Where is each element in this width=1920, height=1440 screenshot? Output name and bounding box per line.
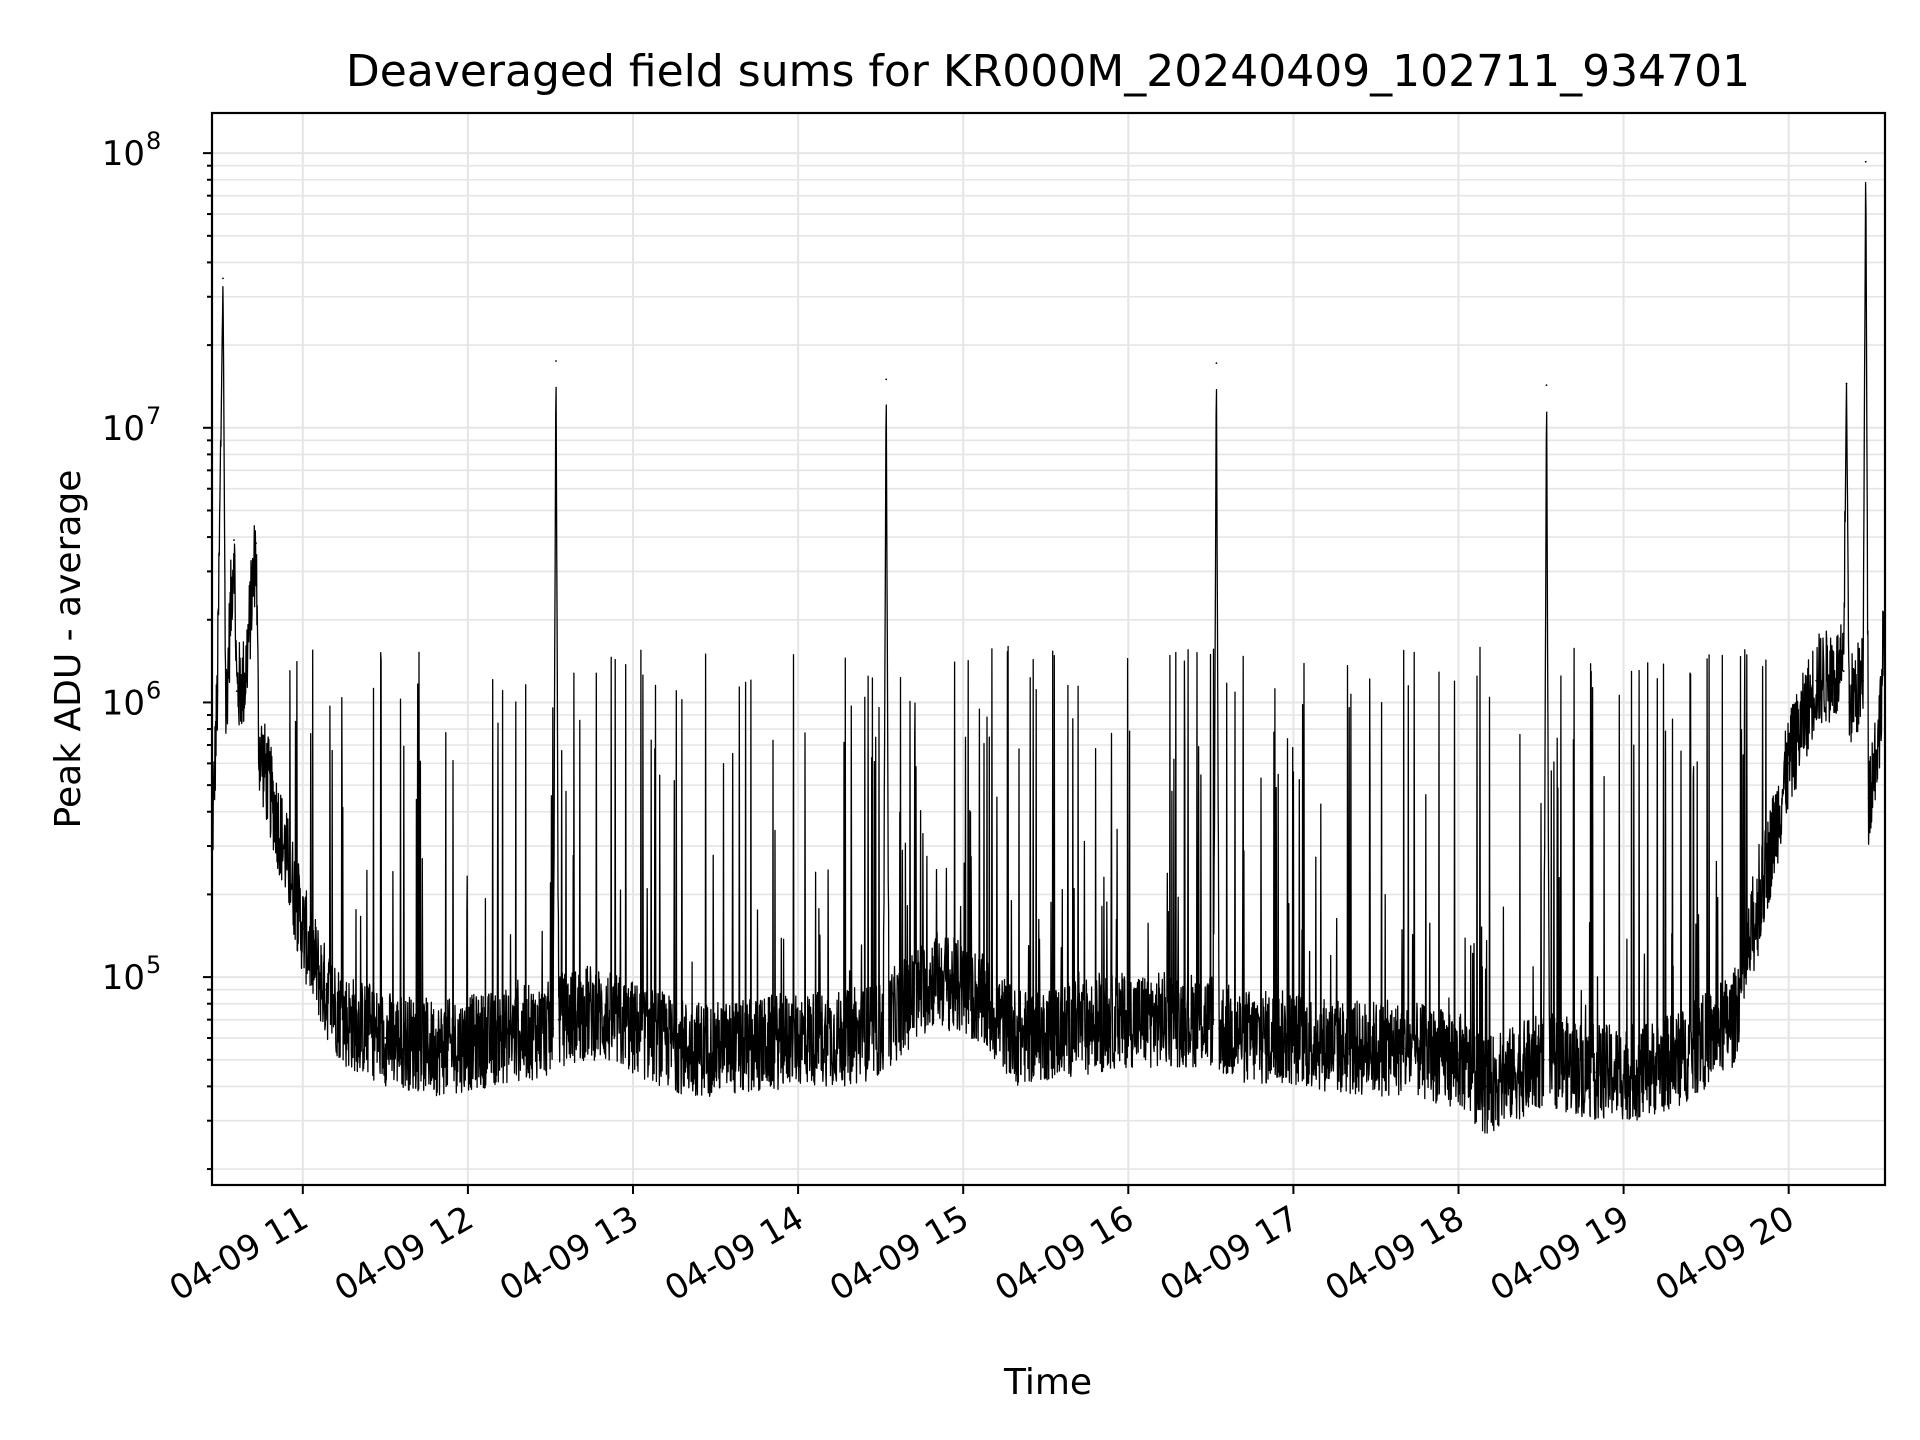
data-point [1218,1027,1220,1030]
data-point [976,995,978,998]
data-point [882,1027,885,1030]
data-point [1677,1058,1680,1061]
data-point [1545,384,1548,386]
data-point [255,542,257,545]
y-tick-exponent: 6 [146,676,161,704]
data-point [590,1010,593,1013]
data-point [323,988,326,991]
data-point [1072,1027,1075,1030]
series-layer [211,160,1886,1134]
plot-frame [210,111,1887,1187]
data-point [288,866,290,869]
data-point [1760,893,1763,896]
y-tick-exponent: 7 [146,402,161,430]
data-point [224,714,227,716]
data-point [222,277,224,280]
data-point [1732,1018,1735,1021]
data-point [301,927,304,930]
x-axis-label: Time [1003,1362,1092,1403]
data-point [1815,679,1818,682]
data-point [1864,160,1867,163]
y-tick-label: 10 [102,683,145,723]
chart-title: Deaveraged field sums for KR000M_2024040… [346,46,1750,97]
data-point [852,1037,854,1039]
data-point [1862,679,1864,682]
data-point [1212,1018,1215,1021]
data-point [1845,382,1848,385]
data-point [384,1037,387,1039]
data-point [494,1037,497,1039]
y-tick-label: 10 [102,409,145,449]
data-point [244,679,246,682]
data-point [1017,1037,1020,1039]
data-point [797,1037,799,1039]
data-point [1848,701,1851,704]
data-point [1842,670,1845,672]
data-point [888,1018,890,1021]
data-point [1548,1058,1551,1061]
data-point [1867,796,1870,799]
data-point [1878,728,1881,730]
data-point [1402,1047,1405,1050]
data-point [934,976,937,978]
data-point [233,539,235,541]
grid [212,113,1885,1185]
y-axis-label: Peak ADU - average [48,470,89,829]
data-point [1347,1047,1350,1050]
data-point [555,360,557,362]
data-point [1457,1058,1460,1061]
data-point [885,378,888,381]
data-point [1542,1058,1545,1061]
data-point [1485,1085,1487,1088]
y-tick-exponent: 5 [146,951,161,979]
data-point [742,1047,744,1050]
data-point [343,1018,345,1021]
data-point [552,1027,555,1030]
data-point [216,690,219,692]
data-point [1595,1071,1597,1074]
series-line [211,181,1886,1134]
data-point [632,1027,634,1030]
data-point [1292,1037,1295,1039]
data-point [1787,762,1790,765]
data-point [1215,362,1218,364]
y-tick-label: 10 [102,958,145,998]
data-point [1636,1071,1639,1074]
y-tick-exponent: 8 [146,127,161,155]
data-point [1127,1018,1130,1021]
data-point [687,1047,689,1050]
data-point [257,744,260,746]
data-point [235,690,238,692]
data-point [439,1047,442,1050]
y-tick-label: 10 [102,134,145,174]
data-point [1251,1037,1253,1039]
data-point [557,1018,560,1021]
data-point [274,810,277,813]
